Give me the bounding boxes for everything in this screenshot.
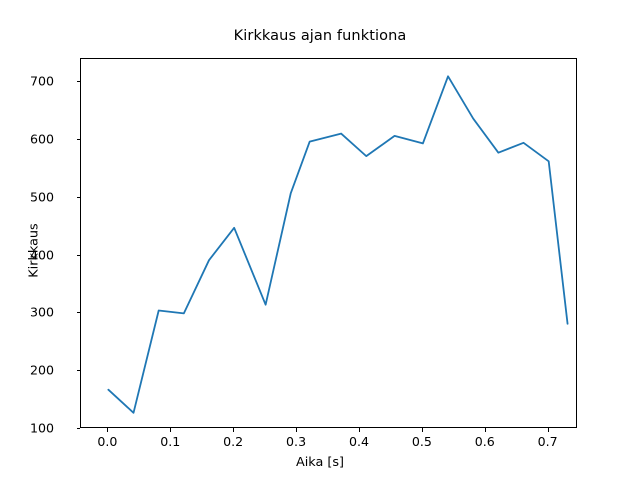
x-tick-mark — [547, 428, 549, 432]
brightness-line — [107, 75, 569, 414]
x-tick-mark — [484, 428, 486, 432]
y-tick-mark — [76, 312, 80, 314]
y-tick-label: 100 — [29, 420, 54, 436]
x-tick-mark — [296, 428, 298, 432]
data-line-series — [107, 75, 569, 414]
x-tick-label: 0.2 — [223, 434, 244, 449]
x-tick-label: 0.0 — [97, 434, 118, 449]
y-tick-label: 600 — [29, 131, 54, 147]
y-tick-mark — [76, 254, 80, 256]
y-tick-label: 300 — [29, 304, 54, 320]
x-tick-label: 0.4 — [348, 434, 369, 449]
y-tick-mark — [76, 81, 80, 83]
y-tick-mark — [76, 428, 80, 430]
x-tick-label: 0.6 — [474, 434, 495, 449]
x-tick-label: 0.5 — [411, 434, 432, 449]
chart-title: Kirkkaus ajan funktiona — [233, 28, 407, 44]
y-tick-label: 500 — [29, 189, 54, 205]
y-tick-mark — [76, 138, 80, 141]
x-tick-mark — [107, 428, 109, 432]
x-tick-label: 0.1 — [160, 434, 181, 449]
x-tick-mark — [358, 428, 361, 432]
x-tick-label: 0.7 — [537, 434, 558, 449]
x-tick-label: 0.3 — [286, 434, 307, 449]
y-tick-mark — [76, 370, 80, 372]
y-tick-mark — [76, 196, 80, 198]
y-tick-label: 200 — [29, 362, 54, 378]
plot-area — [80, 58, 577, 428]
x-axis-label: Aika [s] — [295, 455, 345, 470]
x-tick-mark — [170, 428, 172, 432]
x-tick-mark — [421, 428, 423, 432]
y-tick-label: 700 — [29, 73, 54, 89]
y-tick-label: 400 — [29, 247, 54, 263]
x-tick-mark — [233, 428, 235, 432]
